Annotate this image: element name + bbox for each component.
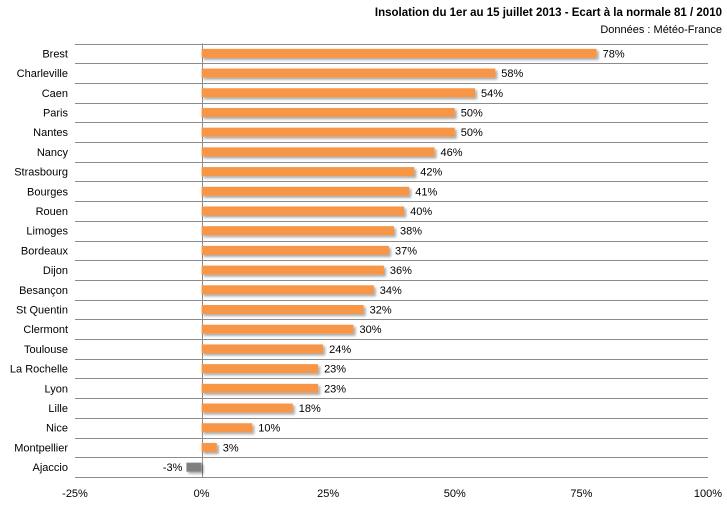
data-label: 38% xyxy=(400,226,422,238)
category-label: Dijon xyxy=(43,265,68,277)
bar xyxy=(201,186,410,196)
bar xyxy=(201,383,319,393)
bar xyxy=(201,206,405,216)
data-label: 18% xyxy=(299,403,321,415)
x-tick-label: 25% xyxy=(317,488,339,500)
data-label: 10% xyxy=(258,423,280,435)
data-label: 78% xyxy=(603,48,625,60)
data-label: 30% xyxy=(360,324,382,336)
data-label: 23% xyxy=(324,383,346,395)
category-label: Limoges xyxy=(26,226,68,238)
data-label: 23% xyxy=(324,364,346,376)
data-label: 37% xyxy=(395,245,417,257)
category-label: Ajaccio xyxy=(33,462,68,474)
category-label: Brest xyxy=(42,48,68,60)
bar xyxy=(201,344,324,354)
data-label: 32% xyxy=(370,305,392,317)
x-tick-label: 50% xyxy=(444,488,466,500)
bar xyxy=(201,324,354,334)
category-label: Nantes xyxy=(33,127,68,139)
category-label: Bordeaux xyxy=(21,245,69,257)
bar xyxy=(201,48,597,58)
bar xyxy=(201,107,455,117)
chart-title: Insolation du 1er au 15 juillet 2013 - E… xyxy=(375,7,722,19)
bar xyxy=(201,364,319,374)
category-label: Strasbourg xyxy=(14,167,68,179)
data-label: 50% xyxy=(461,107,483,119)
data-label: 40% xyxy=(410,206,432,218)
category-label: La Rochelle xyxy=(10,364,68,376)
category-label: St Quentin xyxy=(16,305,68,317)
category-label: Rouen xyxy=(36,206,68,218)
x-tick-label: 0% xyxy=(194,488,210,500)
category-label: Nancy xyxy=(37,147,69,159)
category-label: Bourges xyxy=(27,186,68,198)
x-tick-label: -25% xyxy=(62,488,88,500)
data-label: 46% xyxy=(441,147,463,159)
chart-subtitle: Données : Météo-France xyxy=(600,24,722,36)
category-label: Toulouse xyxy=(24,344,68,356)
x-tick-label: 100% xyxy=(694,488,722,500)
data-label: 36% xyxy=(390,265,412,277)
bar xyxy=(201,285,374,295)
category-label: Caen xyxy=(42,88,68,100)
category-label: Charleville xyxy=(17,68,68,80)
data-label: 58% xyxy=(501,68,523,80)
data-label: 50% xyxy=(461,127,483,139)
bar xyxy=(186,462,202,472)
data-label: 42% xyxy=(420,167,442,179)
bar xyxy=(201,68,496,78)
bar xyxy=(201,423,253,433)
bar xyxy=(201,167,415,177)
bar xyxy=(201,88,476,98)
category-label: Besançon xyxy=(19,285,68,297)
data-label: 41% xyxy=(415,186,437,198)
bar xyxy=(201,226,395,236)
category-label: Lyon xyxy=(45,383,68,395)
data-label: 54% xyxy=(481,88,503,100)
bar xyxy=(201,127,455,137)
category-label: Nice xyxy=(46,423,68,435)
bar xyxy=(201,305,364,315)
bar xyxy=(201,147,435,157)
data-label: -3% xyxy=(163,462,183,474)
category-label: Lille xyxy=(48,403,68,415)
category-label: Paris xyxy=(43,107,69,119)
bar xyxy=(201,245,389,255)
data-label: 3% xyxy=(223,442,239,454)
bar xyxy=(201,403,293,413)
bar xyxy=(201,442,217,452)
category-label: Montpellier xyxy=(14,442,68,454)
data-label: 24% xyxy=(329,344,351,356)
x-tick-label: 75% xyxy=(570,488,592,500)
bar xyxy=(201,265,384,275)
category-label: Clermont xyxy=(23,324,68,336)
data-label: 34% xyxy=(380,285,402,297)
